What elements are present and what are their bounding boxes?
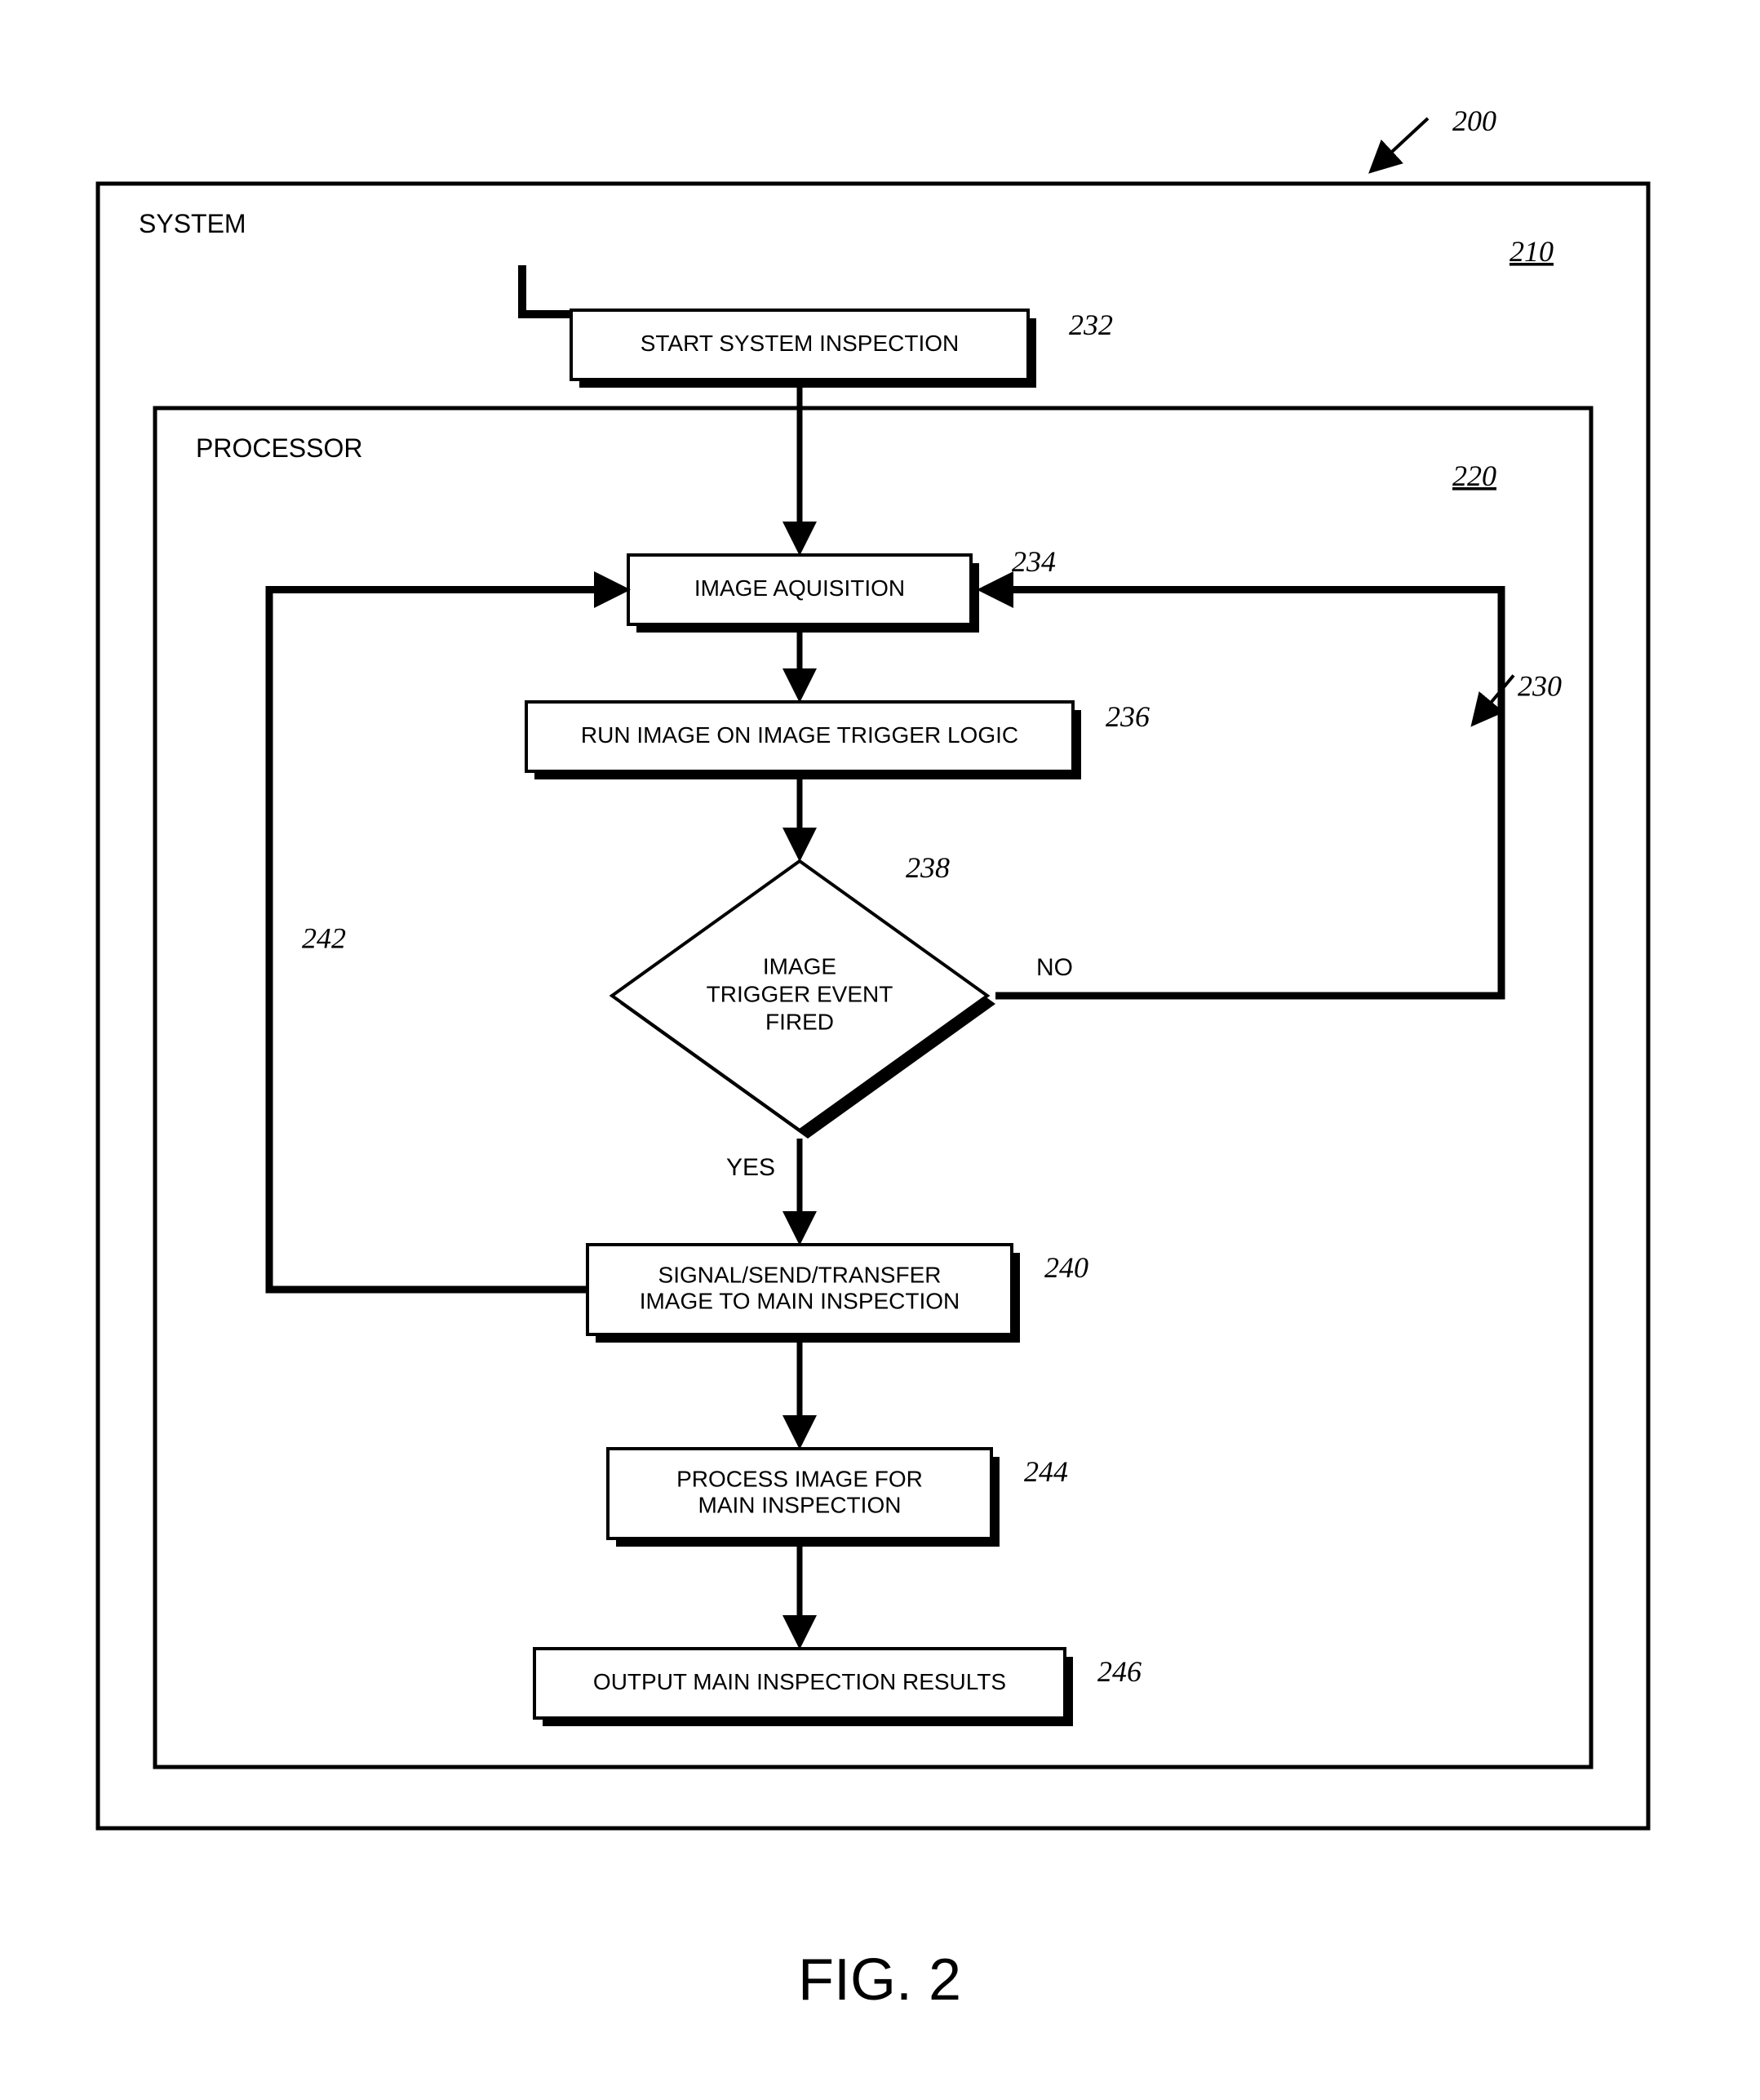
ref-244: 244 <box>1024 1455 1068 1488</box>
svg-text:IMAGE AQUISITION: IMAGE AQUISITION <box>694 575 905 601</box>
svg-text:FIRED: FIRED <box>765 1009 834 1034</box>
svg-text:RUN IMAGE ON IMAGE TRIGGER LOG: RUN IMAGE ON IMAGE TRIGGER LOGIC <box>581 722 1018 748</box>
ref-210: 210 <box>1510 235 1554 268</box>
ref-236: 236 <box>1106 700 1150 733</box>
ref-242: 242 <box>302 921 346 954</box>
processor-label: PROCESSOR <box>196 433 362 463</box>
ref-232: 232 <box>1069 309 1113 341</box>
ref-234: 234 <box>1012 545 1056 578</box>
no-label: NO <box>1036 954 1073 981</box>
ref-220: 220 <box>1452 460 1496 492</box>
ref-230: 230 <box>1518 670 1562 703</box>
svg-text:IMAGE: IMAGE <box>763 953 836 979</box>
svg-text:SIGNAL/SEND/TRANSFER: SIGNAL/SEND/TRANSFER <box>658 1262 942 1287</box>
svg-text:IMAGE TO MAIN INSPECTION: IMAGE TO MAIN INSPECTION <box>640 1288 960 1313</box>
figure-caption: FIG. 2 <box>798 1947 961 2013</box>
start-tick <box>522 265 571 314</box>
pointer-200-arrow <box>1371 118 1428 171</box>
no-loop-arrow <box>984 590 1501 997</box>
pointer-230-arrow <box>1473 676 1514 725</box>
system-label: SYSTEM <box>139 209 246 238</box>
svg-text:MAIN INSPECTION: MAIN INSPECTION <box>698 1492 902 1517</box>
ref-240: 240 <box>1044 1251 1088 1284</box>
svg-text:START SYSTEM INSPECTION: START SYSTEM INSPECTION <box>641 331 960 356</box>
ref-238: 238 <box>906 851 950 884</box>
ref-200: 200 <box>1452 104 1496 137</box>
svg-text:PROCESS IMAGE FOR: PROCESS IMAGE FOR <box>676 1466 923 1491</box>
yes-label: YES <box>726 1154 775 1181</box>
svg-text:OUTPUT MAIN INSPECTION RESULTS: OUTPUT MAIN INSPECTION RESULTS <box>593 1669 1006 1694</box>
svg-text:TRIGGER EVENT: TRIGGER EVENT <box>707 981 893 1006</box>
ref-246: 246 <box>1097 1655 1142 1688</box>
